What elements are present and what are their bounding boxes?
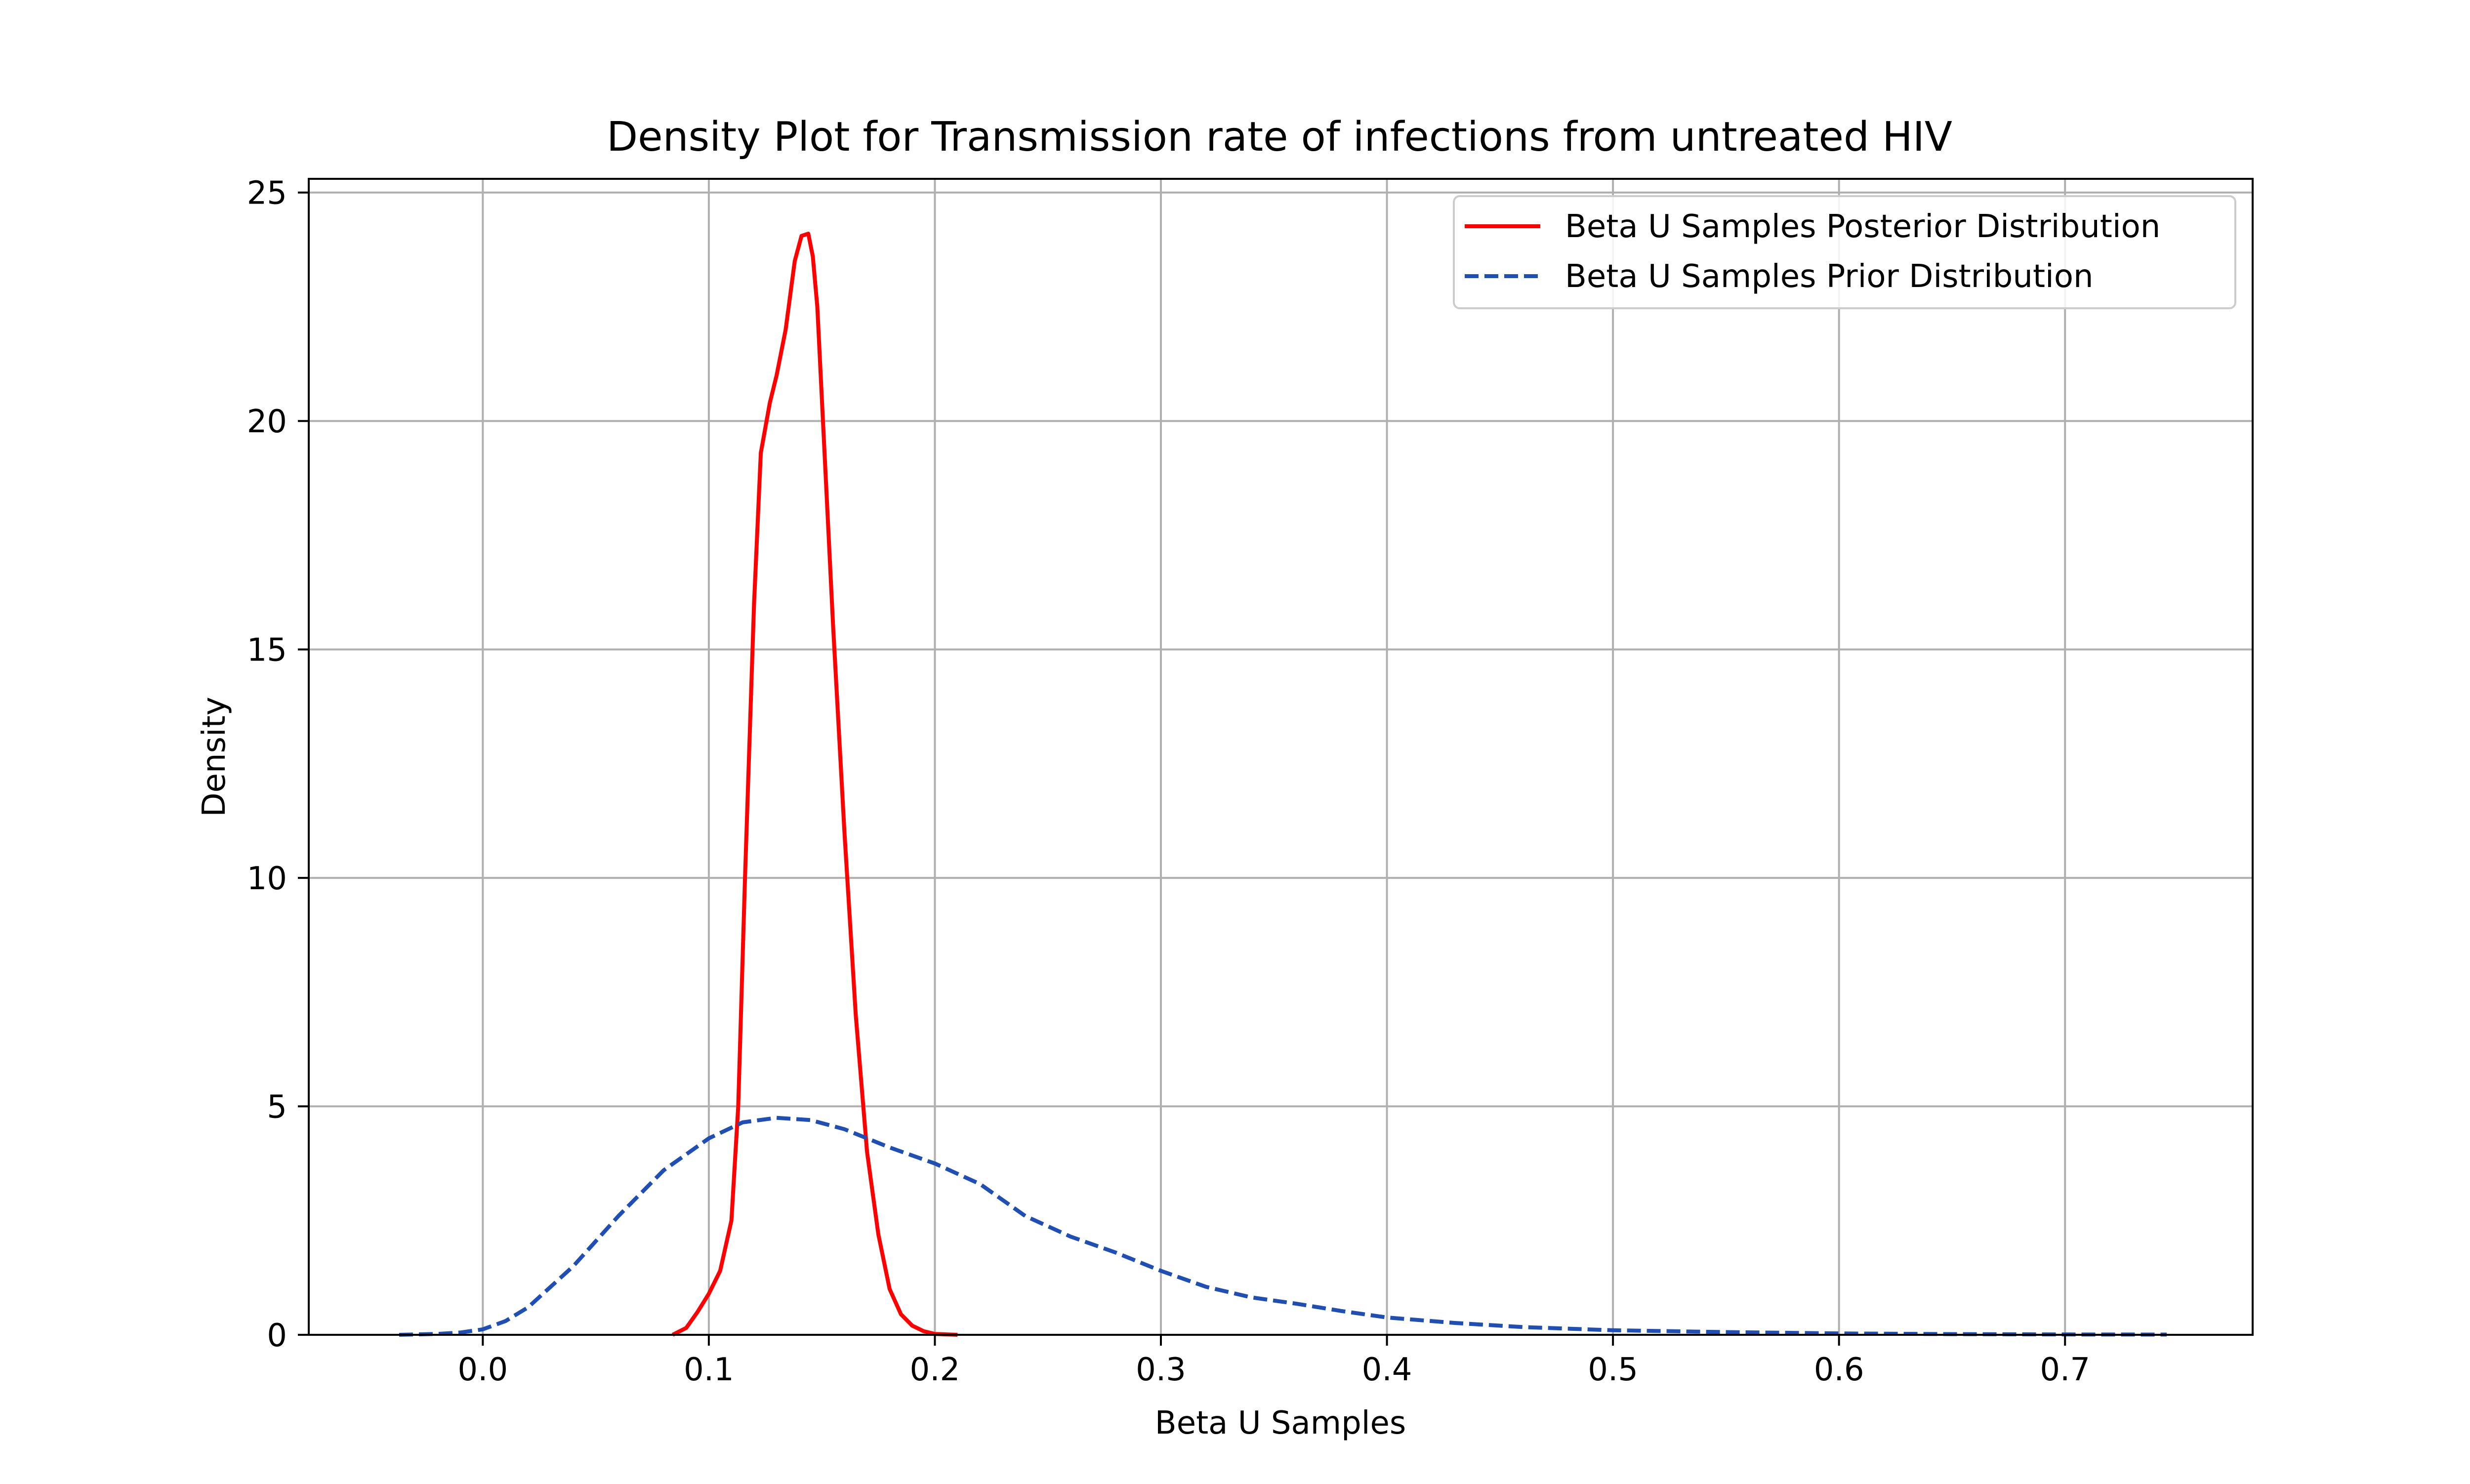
y-tick-label: 20 — [247, 404, 287, 440]
x-tick-label: 0.6 — [1814, 1352, 1864, 1388]
legend: Beta U Samples Posterior Distribution Be… — [1453, 195, 2236, 309]
legend-label-posterior: Beta U Samples Posterior Distribution — [1565, 208, 2160, 245]
x-tick-label: 0.5 — [1588, 1352, 1638, 1388]
x-tick-label: 0.4 — [1362, 1352, 1412, 1388]
y-tick-label: 0 — [267, 1318, 287, 1354]
chart-title: Density Plot for Transmission rate of in… — [607, 114, 1952, 161]
y-tick-label: 15 — [247, 632, 287, 669]
x-tick-label: 0.1 — [684, 1352, 734, 1388]
y-tick-label: 10 — [247, 861, 287, 897]
series-lines — [399, 232, 2167, 1337]
legend-box — [1453, 195, 2236, 309]
posterior-density-line — [671, 232, 958, 1337]
y-tick-label: 5 — [267, 1089, 287, 1126]
x-axis-label: Beta U Samples — [1155, 1405, 1406, 1442]
axes: 0.0 0.1 0.2 0.3 0.4 0.5 0.6 0.7 0 5 10 15 20 25 — [247, 175, 2091, 1388]
plot-frame — [308, 178, 2254, 1336]
legend-label-prior: Beta U Samples Prior Distribution — [1565, 258, 2094, 295]
x-tick-label: 0.2 — [910, 1352, 960, 1388]
x-tick-label: 0.7 — [2040, 1352, 2090, 1388]
y-axis-label: Density — [196, 697, 233, 817]
y-tick-label: 25 — [247, 175, 287, 212]
x-tick-label: 0.0 — [457, 1352, 508, 1388]
prior-density-line — [399, 1115, 2167, 1337]
x-tick-label: 0.3 — [1136, 1352, 1186, 1388]
